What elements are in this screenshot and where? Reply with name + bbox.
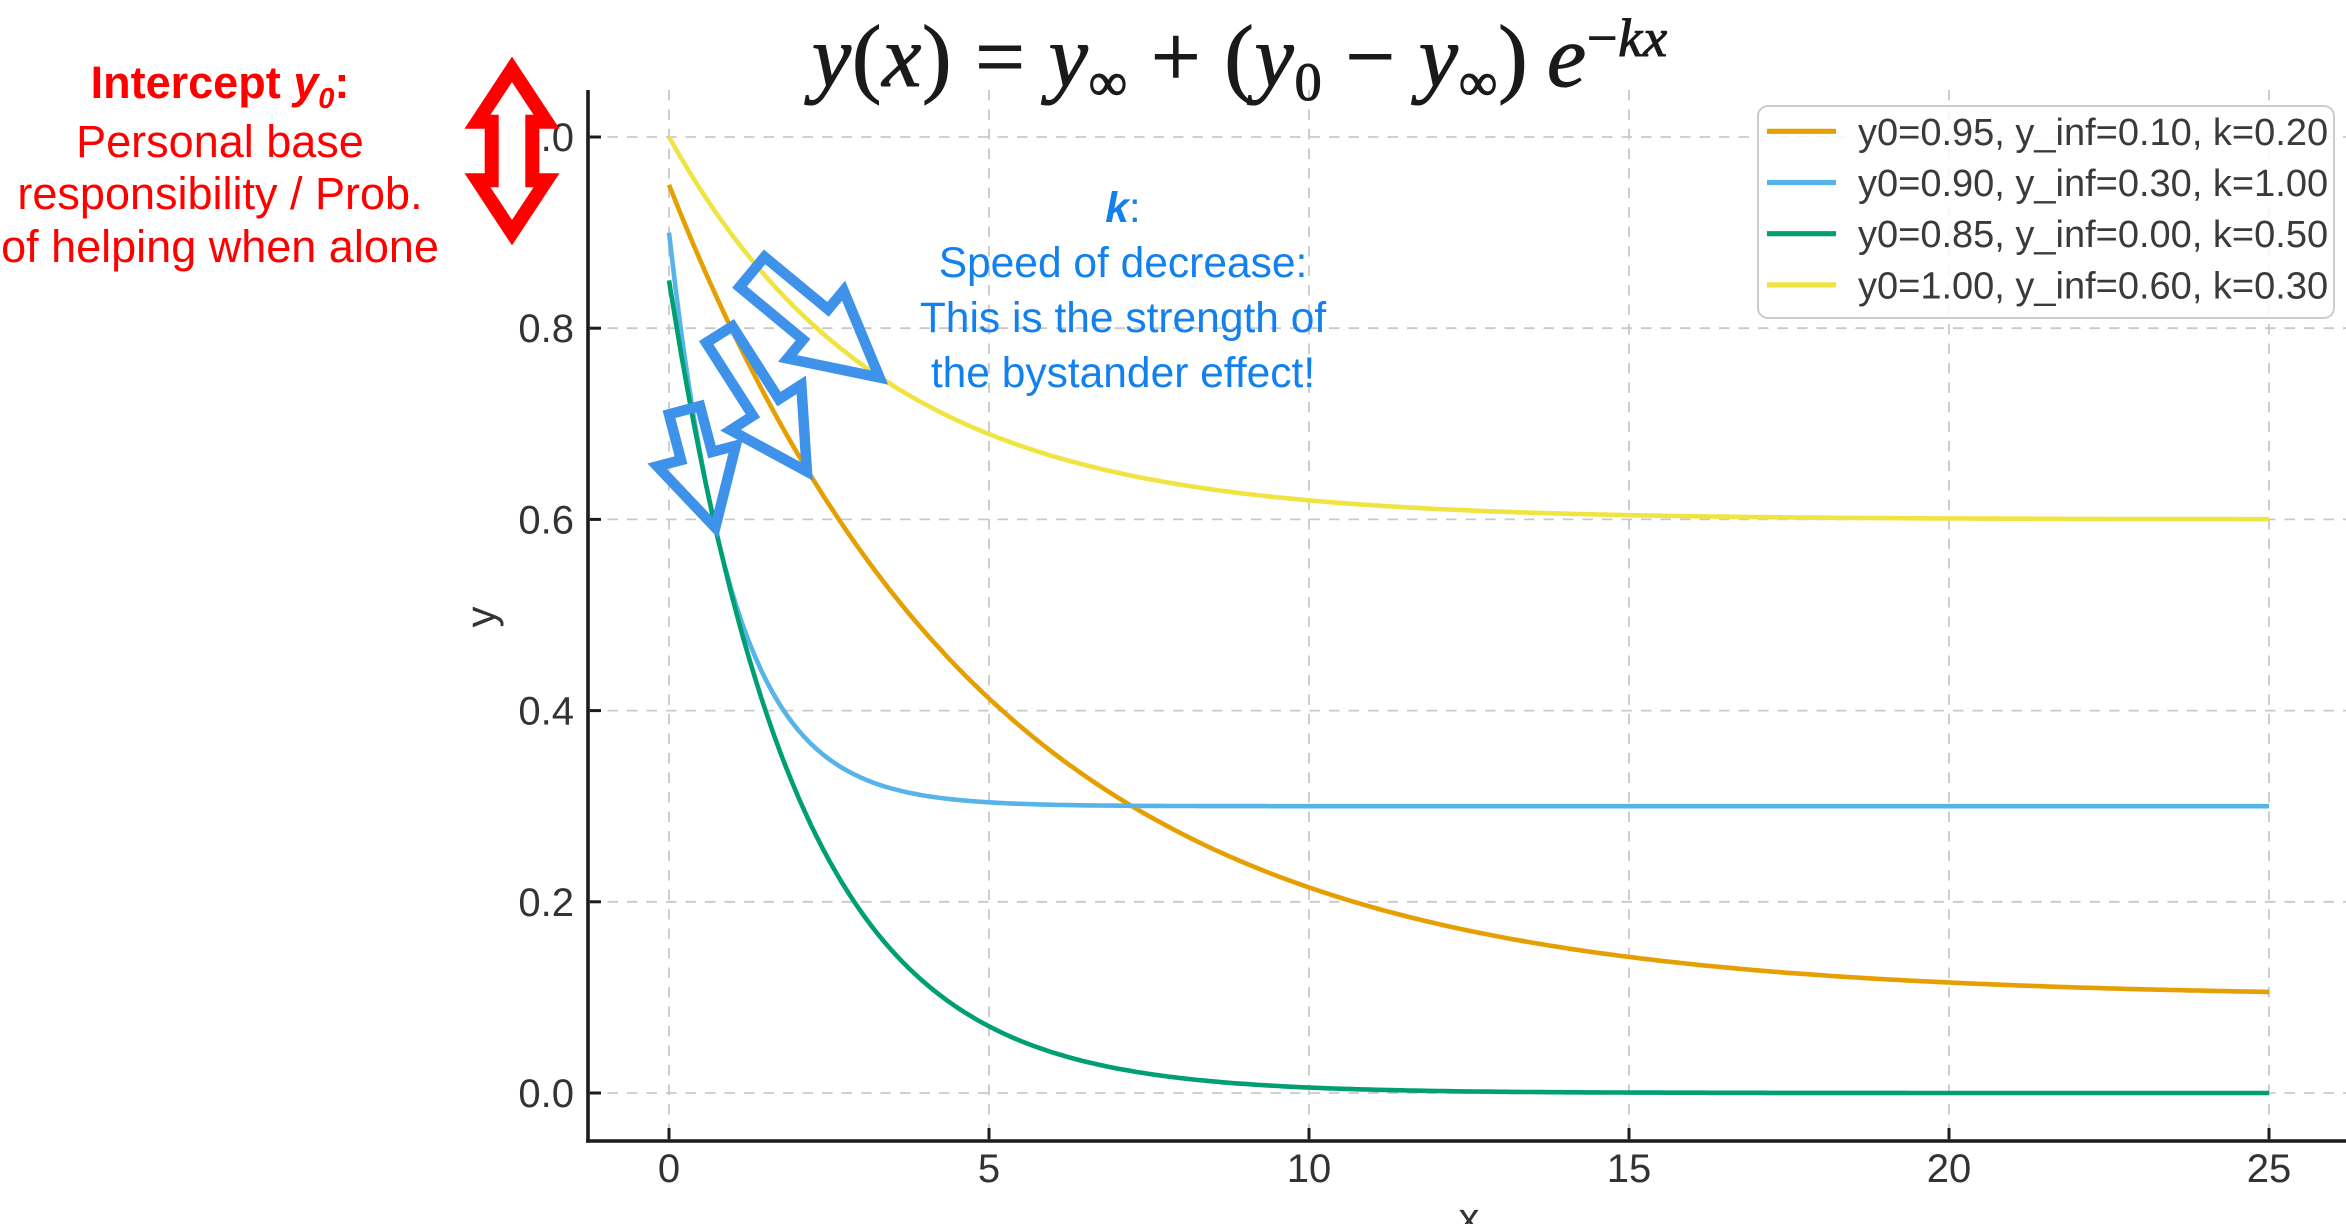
- svg-text:y0=0.85, y_inf=0.00, k=0.50: y0=0.85, y_inf=0.00, k=0.50: [1858, 214, 2328, 256]
- svg-text:0.0: 0.0: [518, 1072, 574, 1116]
- svg-text:y: y: [457, 607, 504, 628]
- svg-text:x: x: [1459, 1194, 1480, 1224]
- svg-text:y0=0.95, y_inf=0.10, k=0.20: y0=0.95, y_inf=0.10, k=0.20: [1858, 112, 2328, 154]
- svg-text:5: 5: [978, 1147, 1000, 1191]
- svg-text:20: 20: [1927, 1147, 1972, 1191]
- svg-text:0.2: 0.2: [518, 881, 574, 925]
- svg-text:15: 15: [1607, 1147, 1652, 1191]
- svg-text:0: 0: [658, 1147, 680, 1191]
- svg-text:y0=1.00, y_inf=0.60, k=0.30: y0=1.00, y_inf=0.60, k=0.30: [1858, 265, 2328, 307]
- svg-text:25: 25: [2247, 1147, 2292, 1191]
- svg-text:0.4: 0.4: [518, 690, 574, 734]
- svg-text:y0=0.90, y_inf=0.30, k=1.00: y0=0.90, y_inf=0.30, k=1.00: [1858, 163, 2328, 205]
- svg-text:0.6: 0.6: [518, 498, 574, 542]
- svg-text:10: 10: [1287, 1147, 1332, 1191]
- svg-text:0.8: 0.8: [518, 307, 574, 351]
